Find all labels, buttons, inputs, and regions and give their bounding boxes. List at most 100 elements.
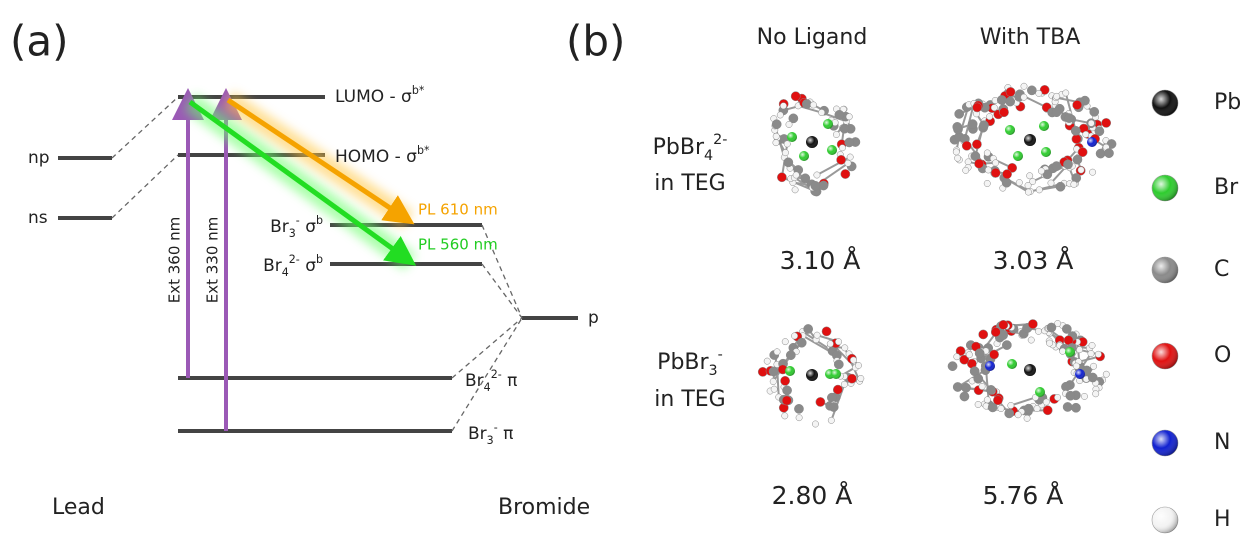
label-text: σ [300, 256, 316, 276]
atom [1002, 178, 1011, 187]
label-sup: 2- [491, 368, 502, 381]
atom [1038, 168, 1044, 174]
atom [984, 180, 990, 186]
atom [1071, 403, 1080, 412]
label-text: HOMO - σ [335, 147, 417, 167]
atom [1005, 409, 1014, 418]
atom [999, 108, 1008, 117]
atom [1002, 170, 1011, 179]
atom [784, 158, 793, 167]
atom [1026, 173, 1032, 179]
atom [796, 414, 802, 420]
atom [999, 320, 1008, 329]
atom [1048, 180, 1054, 186]
legend-label: O [1214, 343, 1231, 368]
excitation-label: Ext 330 nm [204, 217, 222, 304]
atom [773, 133, 779, 139]
atom [764, 358, 770, 364]
atom [963, 167, 969, 173]
label-text: Br [263, 256, 282, 276]
atom [782, 396, 791, 405]
label-text: Br [465, 371, 484, 391]
atom [960, 392, 969, 401]
atom-shade [1039, 121, 1049, 131]
atom-shade [806, 136, 818, 148]
atom [847, 374, 856, 383]
correlation-line [452, 318, 522, 378]
atom [822, 327, 831, 336]
panel-label: (a) [10, 17, 69, 66]
atom-shade [1035, 387, 1045, 397]
atom [998, 405, 1004, 411]
atom [1090, 107, 1099, 116]
atom [984, 150, 990, 156]
atom [792, 187, 798, 193]
atom [953, 122, 962, 131]
level-label: Br42- π [465, 368, 517, 394]
atom [1006, 97, 1015, 106]
atom [812, 421, 818, 427]
atom [1073, 100, 1082, 109]
atom-shade [785, 366, 795, 376]
label-text: π [498, 424, 514, 444]
distance: 3.03 Å [993, 246, 1074, 275]
atom [991, 104, 997, 110]
atom [1063, 402, 1072, 411]
atom [954, 155, 960, 161]
atom [771, 386, 777, 392]
atom [1036, 187, 1042, 193]
row-label: in TEG [654, 171, 725, 196]
atom [986, 385, 995, 394]
atom [1008, 402, 1014, 408]
atom [855, 362, 861, 368]
label-text: Br [270, 217, 289, 237]
atom [954, 354, 960, 360]
atom [1071, 181, 1077, 187]
atom [828, 417, 834, 423]
legend-shade [1152, 90, 1178, 116]
atom [991, 327, 1000, 336]
atom [782, 413, 788, 419]
atom [780, 103, 786, 109]
atom-shade [1013, 151, 1023, 161]
distance: 3.10 Å [780, 246, 861, 275]
atom [1034, 405, 1040, 411]
atom-shade [985, 361, 995, 371]
atom [984, 397, 990, 403]
atom [972, 140, 981, 149]
atom [786, 121, 792, 127]
legend-label: H [1214, 507, 1231, 532]
atom [1059, 348, 1065, 354]
atom [774, 349, 780, 355]
atom [833, 131, 839, 137]
legend-label: Pb [1214, 90, 1241, 115]
atom [841, 381, 847, 387]
atom [1088, 373, 1097, 382]
excitation-label: Ext 360 nm [166, 217, 184, 304]
atom [793, 172, 799, 178]
atom [810, 102, 816, 108]
atom [804, 324, 813, 333]
atom [1028, 319, 1037, 328]
column-header: With TBA [980, 25, 1081, 50]
row-label: PbBr3- [657, 347, 723, 379]
atom [991, 168, 1000, 177]
atom-shade [806, 369, 818, 381]
atom [1092, 391, 1098, 397]
label-text: ns [28, 208, 48, 228]
atom [979, 121, 988, 130]
label-sup: b [316, 214, 323, 227]
atom [782, 338, 788, 344]
atom [1090, 363, 1096, 369]
row-label: in TEG [654, 387, 725, 412]
atom [847, 154, 853, 160]
atom [1063, 160, 1072, 169]
atom [833, 385, 842, 394]
atom [986, 113, 992, 119]
atom [835, 110, 844, 119]
row-label: PbBr42- [653, 132, 728, 164]
atom [791, 92, 800, 101]
atom [992, 160, 998, 166]
distance: 2.80 Å [772, 481, 853, 510]
label-sup: 2- [713, 132, 727, 148]
